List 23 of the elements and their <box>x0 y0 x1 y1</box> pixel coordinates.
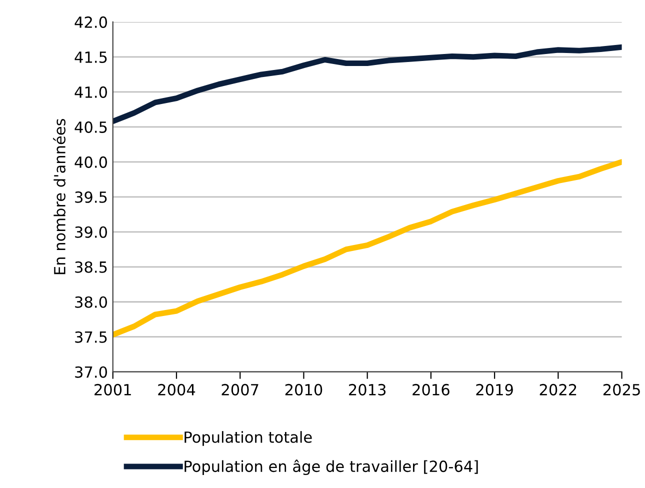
y-tick-label: 40.5 <box>74 121 107 133</box>
x-tick-label: 2007 <box>222 384 258 396</box>
legend-label: Population totale <box>184 431 312 446</box>
y-tick-label: 42.0 <box>74 16 107 28</box>
x-tick-label: 2001 <box>94 384 131 396</box>
x-tick-label: 2016 <box>412 384 450 396</box>
x-tick-label: 2022 <box>540 384 576 396</box>
y-tick-label: 41.5 <box>74 52 107 63</box>
y-tick-label: 37.0 <box>75 366 107 378</box>
y-tick-label: 39.0 <box>75 226 107 238</box>
y-tick-label: 40.0 <box>74 156 107 168</box>
legend-label: Population en âge de travailler [20-64] <box>184 460 478 476</box>
y-tick-label: 38.5 <box>75 261 107 273</box>
x-tick-label: 2004 <box>158 384 196 396</box>
y-tick-label: 41.0 <box>74 86 107 98</box>
x-tick-label: 2010 <box>285 384 322 396</box>
y-axis-title: En nombre d'années <box>53 118 66 274</box>
x-tick-label: 2019 <box>476 384 513 396</box>
y-tick-label: 39.5 <box>75 191 107 203</box>
x-tick-label: 2025 <box>603 384 640 396</box>
x-tick-label: 2013 <box>349 384 386 396</box>
y-tick-label: 37.5 <box>75 331 107 343</box>
y-tick-label: 38.0 <box>75 296 107 308</box>
